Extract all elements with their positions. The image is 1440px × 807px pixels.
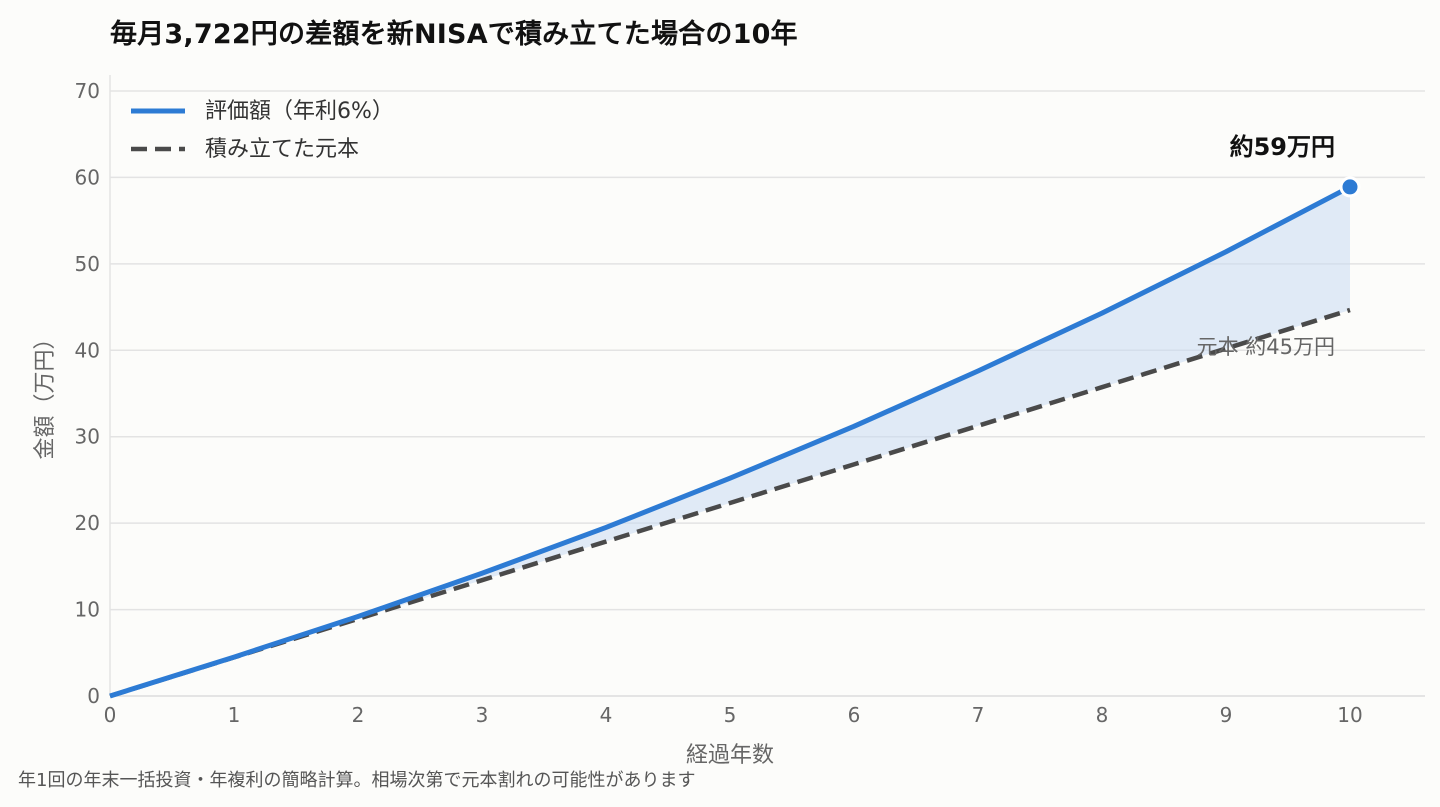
chart-title: 毎月3,722円の差額を新NISAで積み立てた場合の10年 — [110, 19, 798, 50]
point-principal — [1348, 308, 1352, 312]
point-principal — [852, 462, 856, 466]
y-tick-label: 50 — [75, 252, 100, 276]
point-valuation — [976, 369, 980, 373]
y-tick-label: 30 — [75, 425, 100, 449]
point-valuation — [728, 476, 732, 480]
x-tick-label: 3 — [476, 703, 489, 727]
point-principal — [728, 501, 732, 505]
x-tick-label: 1 — [228, 703, 241, 727]
x-tick-label: 2 — [352, 703, 365, 727]
point-principal — [1100, 385, 1104, 389]
point-principal — [356, 617, 360, 621]
legend-label-valuation: 評価額（年利6%） — [205, 99, 394, 124]
y-tick-label: 40 — [75, 338, 100, 362]
legend-label-principal: 積み立てた元本 — [205, 137, 359, 162]
y-tick-label: 60 — [75, 165, 100, 189]
x-tick-label: 9 — [1220, 703, 1233, 727]
point-principal — [232, 655, 236, 659]
x-tick-label: 5 — [724, 703, 737, 727]
y-tick-label: 0 — [87, 684, 100, 708]
point-principal — [108, 694, 112, 698]
series-line-valuation — [109, 184, 1352, 699]
x-tick-label: 7 — [972, 703, 985, 727]
x-tick-label: 10 — [1337, 703, 1362, 727]
footnote: 年1回の年末一括投資・年複利の簡略計算。相場次第で元本割れの可能性があります — [18, 770, 696, 791]
point-valuation — [1100, 311, 1104, 315]
data-points — [108, 185, 1352, 698]
point-valuation — [480, 571, 484, 575]
y-tick-label: 10 — [75, 598, 100, 622]
point-valuation — [852, 424, 856, 428]
x-axis-label: 経過年数 — [686, 743, 774, 768]
point-valuation — [604, 525, 608, 529]
x-tick-labels: 0 1 2 3 4 5 6 7 8 9 10 — [104, 703, 1363, 727]
y-tick-label: 70 — [75, 79, 100, 103]
x-tick-label: 8 — [1096, 703, 1109, 727]
legend: 評価額（年利6%） 積み立てた元本 — [131, 99, 394, 162]
y-tick-label: 20 — [75, 511, 100, 535]
grid-lines — [110, 90, 1425, 611]
point-principal — [480, 578, 484, 582]
axes — [109, 75, 1425, 697]
end-value-label: 約59万円 — [1230, 133, 1335, 161]
point-principal — [976, 424, 980, 428]
principal-value-label: 元本 約45万円 — [1197, 335, 1335, 359]
x-tick-label: 6 — [848, 703, 861, 727]
y-axis-label: 金額（万円） — [33, 327, 58, 459]
end-point-marker — [1339, 176, 1361, 198]
point-principal — [604, 540, 608, 544]
y-tick-labels: 0 10 20 30 40 50 60 70 — [75, 79, 100, 708]
x-tick-label: 4 — [600, 703, 613, 727]
x-tick-label: 0 — [104, 703, 117, 727]
point-valuation — [1224, 250, 1228, 254]
